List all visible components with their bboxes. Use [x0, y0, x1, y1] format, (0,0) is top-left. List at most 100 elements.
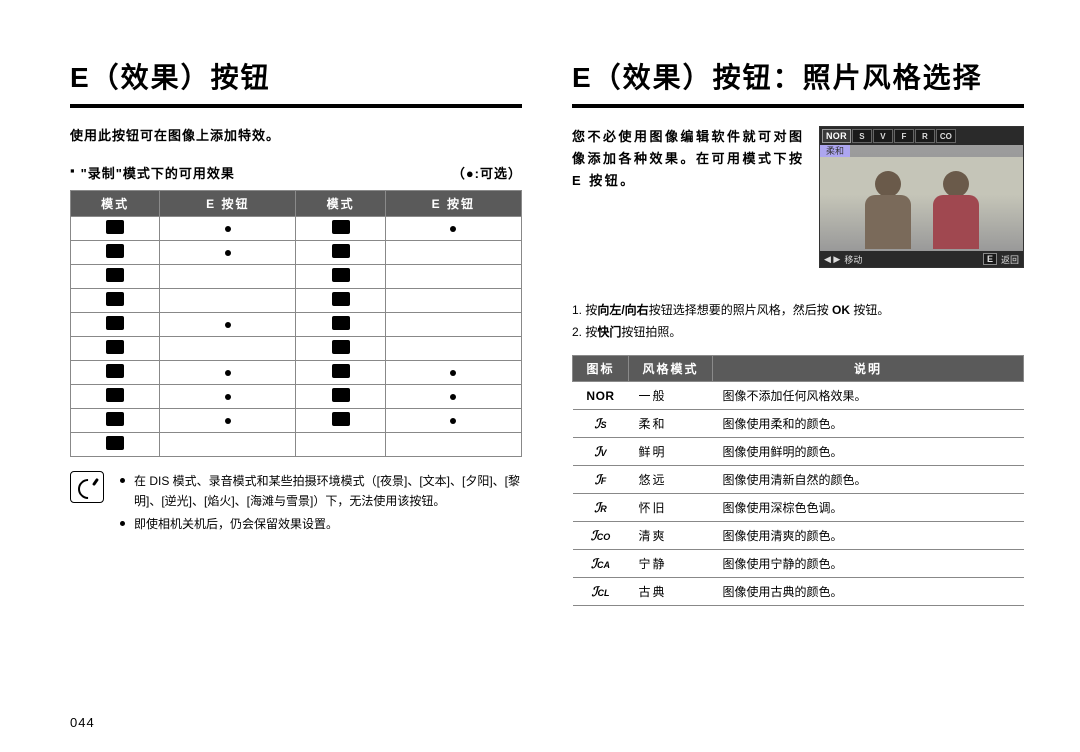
- style-icon-cell: ℐCL: [573, 578, 629, 606]
- style-icon-cell: ℐS: [573, 410, 629, 438]
- step-item: 1. 按向左/向右按钮选择想要的照片风格，然后按 OK 按钮。: [572, 300, 1024, 322]
- preview-topbar: NOR S V F R CO: [820, 127, 1023, 145]
- table-cell: [385, 384, 521, 408]
- table-row: ℐV鲜明图像使用鲜明的颜色。: [573, 438, 1024, 466]
- table-row: [71, 384, 522, 408]
- mode-icon: [106, 412, 124, 426]
- effects-legend: （●:可选）: [452, 163, 522, 182]
- note-item: 在 DIS 模式、录音模式和某些拍摄环境模式（[夜景]、[文本]、[夕阳]、[黎…: [120, 471, 522, 512]
- mode-icon: [332, 412, 350, 426]
- preview-nor-badge: NOR: [822, 129, 851, 143]
- table-cell: [296, 216, 385, 240]
- heading-rule: [70, 104, 522, 108]
- available-dot-icon: [225, 322, 231, 328]
- table-cell: [296, 408, 385, 432]
- preview-tab: CO: [936, 129, 956, 143]
- available-dot-icon: [225, 394, 231, 400]
- table-cell: [385, 240, 521, 264]
- th-ebtn-1: E 按钮: [160, 190, 296, 216]
- table-cell: [296, 312, 385, 336]
- table-cell: [71, 264, 160, 288]
- table-cell: [296, 432, 385, 456]
- available-dot-icon: [225, 226, 231, 232]
- table-row: ℐS柔和图像使用柔和的颜色。: [573, 410, 1024, 438]
- table-row: [71, 216, 522, 240]
- preview-botbar: ◀ ▶ 移动 E 返回: [820, 251, 1023, 267]
- effects-label: "录制"模式下的可用效果: [81, 163, 452, 182]
- note-block: 在 DIS 模式、录音模式和某些拍摄环境模式（[夜景]、[文本]、[夕阳]、[黎…: [70, 471, 522, 536]
- mode-icon: [332, 364, 350, 378]
- table-cell: [71, 408, 160, 432]
- table-cell: [385, 264, 521, 288]
- style-icon-cell: ℐCO: [573, 522, 629, 550]
- style-desc: 图像使用清爽的颜色。: [713, 522, 1024, 550]
- th-style-mode: 风格模式: [629, 356, 713, 382]
- mode-icon: [332, 316, 350, 330]
- preview-tab: S: [852, 129, 872, 143]
- table-cell: [71, 360, 160, 384]
- left-column: E（效果）按钮 使用此按钮可在图像上添加特效。 ▪ "录制"模式下的可用效果 （…: [70, 56, 522, 606]
- style-script-icon: ℐCL: [591, 584, 609, 600]
- style-name: 清爽: [629, 522, 713, 550]
- table-cell: [71, 384, 160, 408]
- mode-icon: [332, 268, 350, 282]
- table-cell: [160, 240, 296, 264]
- preview-sublabel: 柔和: [820, 145, 850, 157]
- available-dot-icon: [225, 250, 231, 256]
- arrows-icon: ◀ ▶: [824, 254, 840, 265]
- heading-rule: [572, 104, 1024, 108]
- table-row: [71, 288, 522, 312]
- table-row: [71, 408, 522, 432]
- style-name: 一般: [629, 382, 713, 410]
- table-row: [71, 432, 522, 456]
- table-row: [71, 240, 522, 264]
- style-name: 古典: [629, 578, 713, 606]
- right-heading: E（效果）按钮：照片风格选择: [572, 56, 1024, 96]
- style-icon-cell: ℐV: [573, 438, 629, 466]
- style-icon-cell: ℐCA: [573, 550, 629, 578]
- mode-icon: [106, 436, 124, 450]
- effects-subheading: ▪ "录制"模式下的可用效果 （●:可选）: [70, 163, 522, 182]
- table-cell: [160, 264, 296, 288]
- mode-icon: [332, 244, 350, 258]
- mode-icon: [106, 316, 124, 330]
- table-cell: [385, 408, 521, 432]
- table-cell: [160, 288, 296, 312]
- left-intro: 使用此按钮可在图像上添加特效。: [70, 126, 522, 147]
- mode-icon: [106, 364, 124, 378]
- style-icon-cell: ℐF: [573, 466, 629, 494]
- style-script-icon: ℐV: [594, 444, 606, 460]
- table-cell: [385, 312, 521, 336]
- step-item: 2. 按快门按钮拍照。: [572, 322, 1024, 344]
- style-icon-cell: ℐR: [573, 494, 629, 522]
- nor-icon: NOR: [586, 389, 614, 403]
- available-dot-icon: [225, 418, 231, 424]
- preview-tab: R: [915, 129, 935, 143]
- steps-list: 1. 按向左/向右按钮选择想要的照片风格，然后按 OK 按钮。2. 按快门按钮拍…: [572, 300, 1024, 343]
- table-cell: [296, 240, 385, 264]
- note-item: 即使相机关机后，仍会保留效果设置。: [120, 514, 522, 534]
- available-dot-icon: [450, 394, 456, 400]
- mode-icon: [106, 268, 124, 282]
- preview-tab: V: [873, 129, 893, 143]
- table-cell: [160, 408, 296, 432]
- table-cell: [385, 432, 521, 456]
- camera-preview: NOR S V F R CO 柔和 ◀ ▶ 移动 E 返回: [819, 126, 1024, 268]
- th-desc: 说明: [713, 356, 1024, 382]
- mode-icon: [106, 388, 124, 402]
- style-name: 悠远: [629, 466, 713, 494]
- mode-icon: [332, 220, 350, 234]
- style-icon-cell: NOR: [573, 382, 629, 410]
- table-cell: [71, 216, 160, 240]
- preview-back-label: 返回: [1001, 253, 1019, 266]
- right-column: E（效果）按钮：照片风格选择 您不必使用图像编辑软件就可对图像添加各种效果。在可…: [572, 56, 1024, 606]
- table-cell: [385, 360, 521, 384]
- th-mode-1: 模式: [71, 190, 160, 216]
- table-row: [71, 336, 522, 360]
- available-dot-icon: [450, 370, 456, 376]
- available-dot-icon: [450, 418, 456, 424]
- mode-icon: [332, 340, 350, 354]
- square-bullet-icon: ▪: [70, 163, 75, 182]
- preview-move-label: 移动: [844, 253, 862, 266]
- table-row: [71, 312, 522, 336]
